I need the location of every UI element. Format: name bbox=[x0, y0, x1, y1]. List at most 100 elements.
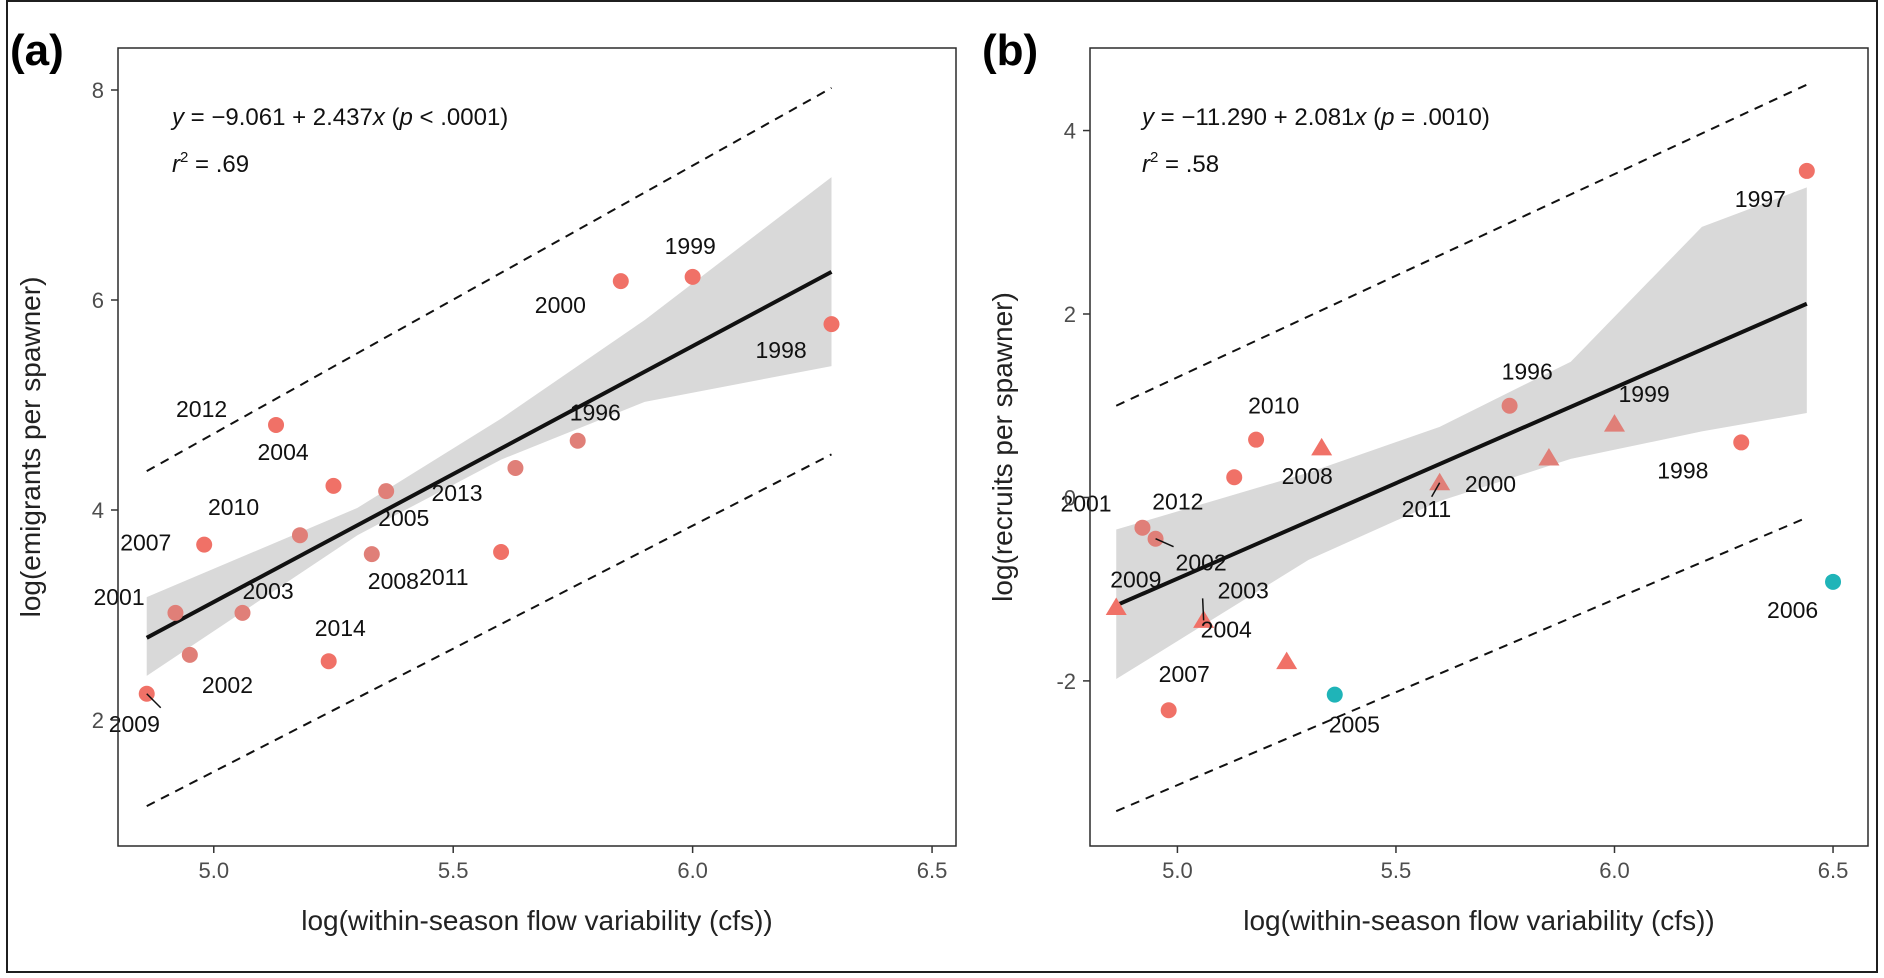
confidence-band bbox=[146, 177, 832, 676]
r-squared: r2 = .69 bbox=[172, 149, 249, 178]
point-2007 bbox=[196, 536, 213, 553]
point-label-2011: 2011 bbox=[419, 564, 468, 590]
y-axis-title: log(emigrants per spawner) bbox=[15, 277, 46, 618]
point-label-2005: 2005 bbox=[378, 505, 429, 531]
point-label-2014: 2014 bbox=[315, 615, 366, 641]
point-label-2010: 2010 bbox=[1248, 393, 1299, 419]
point-1998 bbox=[823, 316, 840, 333]
plot-area bbox=[118, 48, 956, 846]
point-label-2010: 2010 bbox=[208, 494, 259, 520]
point-2013 bbox=[507, 460, 524, 476]
point-2005 bbox=[378, 483, 395, 500]
point-label-2008: 2008 bbox=[368, 568, 419, 594]
x-axis-title: log(within-season flow variability (cfs)… bbox=[301, 905, 772, 936]
point-label-1996: 1996 bbox=[570, 400, 621, 426]
point-label-2009: 2009 bbox=[109, 711, 160, 737]
panel-border bbox=[1089, 47, 1869, 847]
y-tick-label: 8 bbox=[92, 78, 104, 103]
point-label-2004: 2004 bbox=[257, 439, 308, 465]
point-label-2003: 2003 bbox=[243, 578, 294, 604]
panel-b: 2009 2001 2002 2007 2003 2012 2010 2004 2008 2005… bbox=[982, 26, 1869, 936]
point-label-2007: 2007 bbox=[1159, 661, 1210, 687]
point-2000 bbox=[1538, 448, 1560, 466]
x-tick-label: 6.5 bbox=[1818, 858, 1849, 883]
point-label-2002: 2002 bbox=[1176, 550, 1227, 576]
point-label-1998: 1998 bbox=[755, 337, 806, 363]
y-tick-label: 6 bbox=[92, 288, 104, 313]
x-tick-label: 6.5 bbox=[917, 858, 948, 883]
leader-line-2009 bbox=[146, 693, 162, 709]
point-label-2006: 2006 bbox=[1767, 597, 1818, 623]
point-label-2005: 2005 bbox=[1329, 712, 1380, 738]
confidence-band bbox=[1116, 187, 1807, 680]
x-tick-label: 6.0 bbox=[1599, 858, 1630, 883]
point-2005 bbox=[1326, 686, 1343, 703]
point-2014 bbox=[320, 653, 337, 670]
point-2002 bbox=[181, 646, 198, 663]
point-1999 bbox=[684, 268, 701, 285]
point-label-2004: 2004 bbox=[1201, 617, 1252, 643]
point-2011 bbox=[1429, 472, 1451, 491]
regression-equation: y = −9.061 + 2.437x (p < .0001) bbox=[170, 104, 508, 131]
point-2010 bbox=[291, 527, 308, 544]
y-tick-label: 2 bbox=[1064, 302, 1076, 327]
x-tick-label: 5.5 bbox=[1381, 858, 1412, 883]
point-label-2012: 2012 bbox=[1152, 488, 1203, 514]
point-1997 bbox=[1798, 162, 1815, 179]
point-2012 bbox=[268, 416, 285, 433]
point-2001 bbox=[167, 604, 184, 621]
point-2004 bbox=[325, 477, 342, 494]
point-label-2007: 2007 bbox=[120, 530, 171, 556]
point-2003 bbox=[234, 604, 251, 621]
point-2006 bbox=[1825, 573, 1842, 590]
point-label-2000: 2000 bbox=[535, 292, 586, 318]
x-tick-label: 6.0 bbox=[677, 858, 708, 883]
point-2011 bbox=[493, 544, 510, 560]
point-1998 bbox=[1733, 434, 1750, 451]
prediction-interval-upper bbox=[146, 87, 832, 473]
point-label-1996: 1996 bbox=[1502, 359, 1553, 385]
prediction-interval-lower bbox=[146, 453, 832, 807]
point-label-2011: 2011 bbox=[1402, 496, 1451, 522]
point-2001 bbox=[1134, 519, 1151, 536]
point-label-2001: 2001 bbox=[93, 584, 144, 610]
leader-line-2011 bbox=[1431, 482, 1441, 498]
regression-equation: y = −11.290 + 2.081x (p = .0010) bbox=[1140, 104, 1490, 131]
point-label-1999: 1999 bbox=[665, 233, 716, 259]
y-tick-label: -2 bbox=[1056, 669, 1076, 694]
leader-line-2003 bbox=[1201, 598, 1205, 621]
point-2009 bbox=[1105, 597, 1127, 616]
point-1996 bbox=[1501, 397, 1518, 414]
regression-line bbox=[145, 270, 833, 640]
point-2000 bbox=[612, 273, 629, 290]
regression-line bbox=[1115, 301, 1808, 608]
y-axis-title: log(recruits per spawner) bbox=[987, 292, 1018, 602]
point-2008 bbox=[1311, 437, 1333, 456]
panel-a: 2009 2001 2002 2007 2003 2012 2010 2014 2004 2008… bbox=[10, 26, 957, 936]
point-label-1999: 1999 bbox=[1618, 381, 1669, 407]
point-label-2003: 2003 bbox=[1218, 577, 1269, 603]
point-2012 bbox=[1226, 469, 1243, 486]
x-tick-label: 5.0 bbox=[1162, 858, 1193, 883]
x-axis-title: log(within-season flow variability (cfs)… bbox=[1243, 905, 1714, 936]
y-tick-label: 4 bbox=[92, 498, 104, 523]
y-tick-label: 0 bbox=[1064, 485, 1076, 510]
point-label-2000: 2000 bbox=[1465, 471, 1516, 497]
point-label-2012: 2012 bbox=[176, 396, 227, 422]
point-2010 bbox=[1248, 431, 1265, 448]
point-label-2013: 2013 bbox=[431, 480, 482, 506]
y-tick-label: 2 bbox=[92, 708, 104, 733]
panel-label: (a) bbox=[10, 26, 64, 75]
leader-line-2002 bbox=[1155, 538, 1174, 548]
point-label-1998: 1998 bbox=[1657, 457, 1708, 483]
point-2008 bbox=[363, 546, 380, 563]
point-label-2008: 2008 bbox=[1282, 463, 1333, 489]
r-squared: r2 = .58 bbox=[1142, 149, 1219, 178]
point-2004 bbox=[1276, 651, 1298, 670]
point-1996 bbox=[569, 432, 586, 449]
point-1999 bbox=[1603, 414, 1625, 432]
point-2007 bbox=[1160, 702, 1177, 719]
prediction-interval-lower bbox=[1115, 516, 1808, 813]
